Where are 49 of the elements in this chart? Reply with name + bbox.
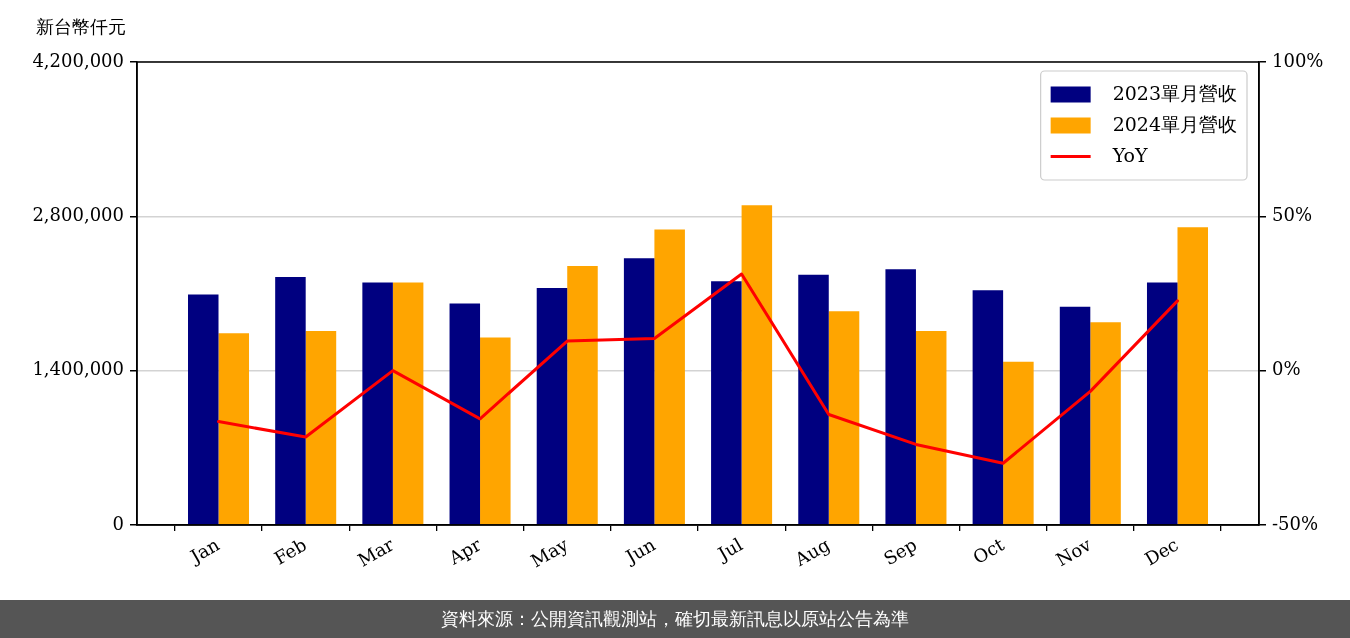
x-tick-label: Apr: [444, 533, 485, 569]
bar: [275, 276, 306, 525]
y2-tick-label: 50%: [1272, 204, 1313, 226]
bar: [623, 258, 655, 525]
x-tick-label: Oct: [969, 533, 1009, 568]
bar: [1059, 306, 1091, 525]
bar: [305, 330, 337, 525]
bar: [972, 290, 1004, 525]
x-tick-label: Jun: [620, 533, 660, 569]
bar: [1003, 361, 1034, 525]
bar: [536, 287, 568, 525]
legend-label: 2024單月營收: [1112, 113, 1238, 136]
bar: [449, 303, 481, 525]
bar: [798, 274, 829, 525]
y-tick-label: 1,400,000: [32, 358, 124, 380]
bar: [1177, 227, 1208, 525]
x-tick-label: Jul: [712, 533, 747, 566]
bar: [567, 265, 598, 525]
x-tick-label: Dec: [1140, 533, 1182, 570]
x-tick-label: Sep: [879, 533, 921, 570]
y-tick-label: 2,800,000: [32, 204, 124, 226]
bar: [1146, 282, 1178, 525]
x-tick-label: Nov: [1052, 533, 1096, 571]
x-tick-label: Aug: [790, 533, 834, 571]
bar: [218, 333, 250, 525]
legend-label: 2023單月營收: [1112, 82, 1238, 105]
x-tick-label: Jan: [185, 533, 224, 568]
bar: [654, 229, 685, 525]
bar: [828, 311, 860, 525]
y-axis-title: 新台幣仟元: [36, 15, 126, 37]
y2-tick-label: -50%: [1272, 512, 1319, 534]
x-tick-label: Mar: [354, 533, 398, 571]
source-note: 資料來源：公開資訊觀測站，確切最新訊息以原站公告為準: [0, 600, 1350, 638]
bar: [392, 282, 424, 525]
x-tick-label: Feb: [270, 533, 311, 569]
bar: [885, 269, 916, 525]
y2-tick-label: 0%: [1272, 358, 1301, 380]
y-tick-label: 0: [112, 512, 124, 534]
bar: [915, 330, 947, 525]
legend-label: YoY: [1111, 144, 1148, 167]
bar: [188, 294, 219, 525]
y-tick-label: 4,200,000: [32, 49, 124, 71]
y2-tick-label: 100%: [1272, 49, 1324, 71]
x-tick-label: May: [527, 533, 573, 572]
bar: [362, 282, 393, 525]
bar: [1090, 322, 1121, 525]
bar: [711, 281, 742, 525]
bar: [741, 205, 773, 525]
bar: [480, 337, 511, 525]
